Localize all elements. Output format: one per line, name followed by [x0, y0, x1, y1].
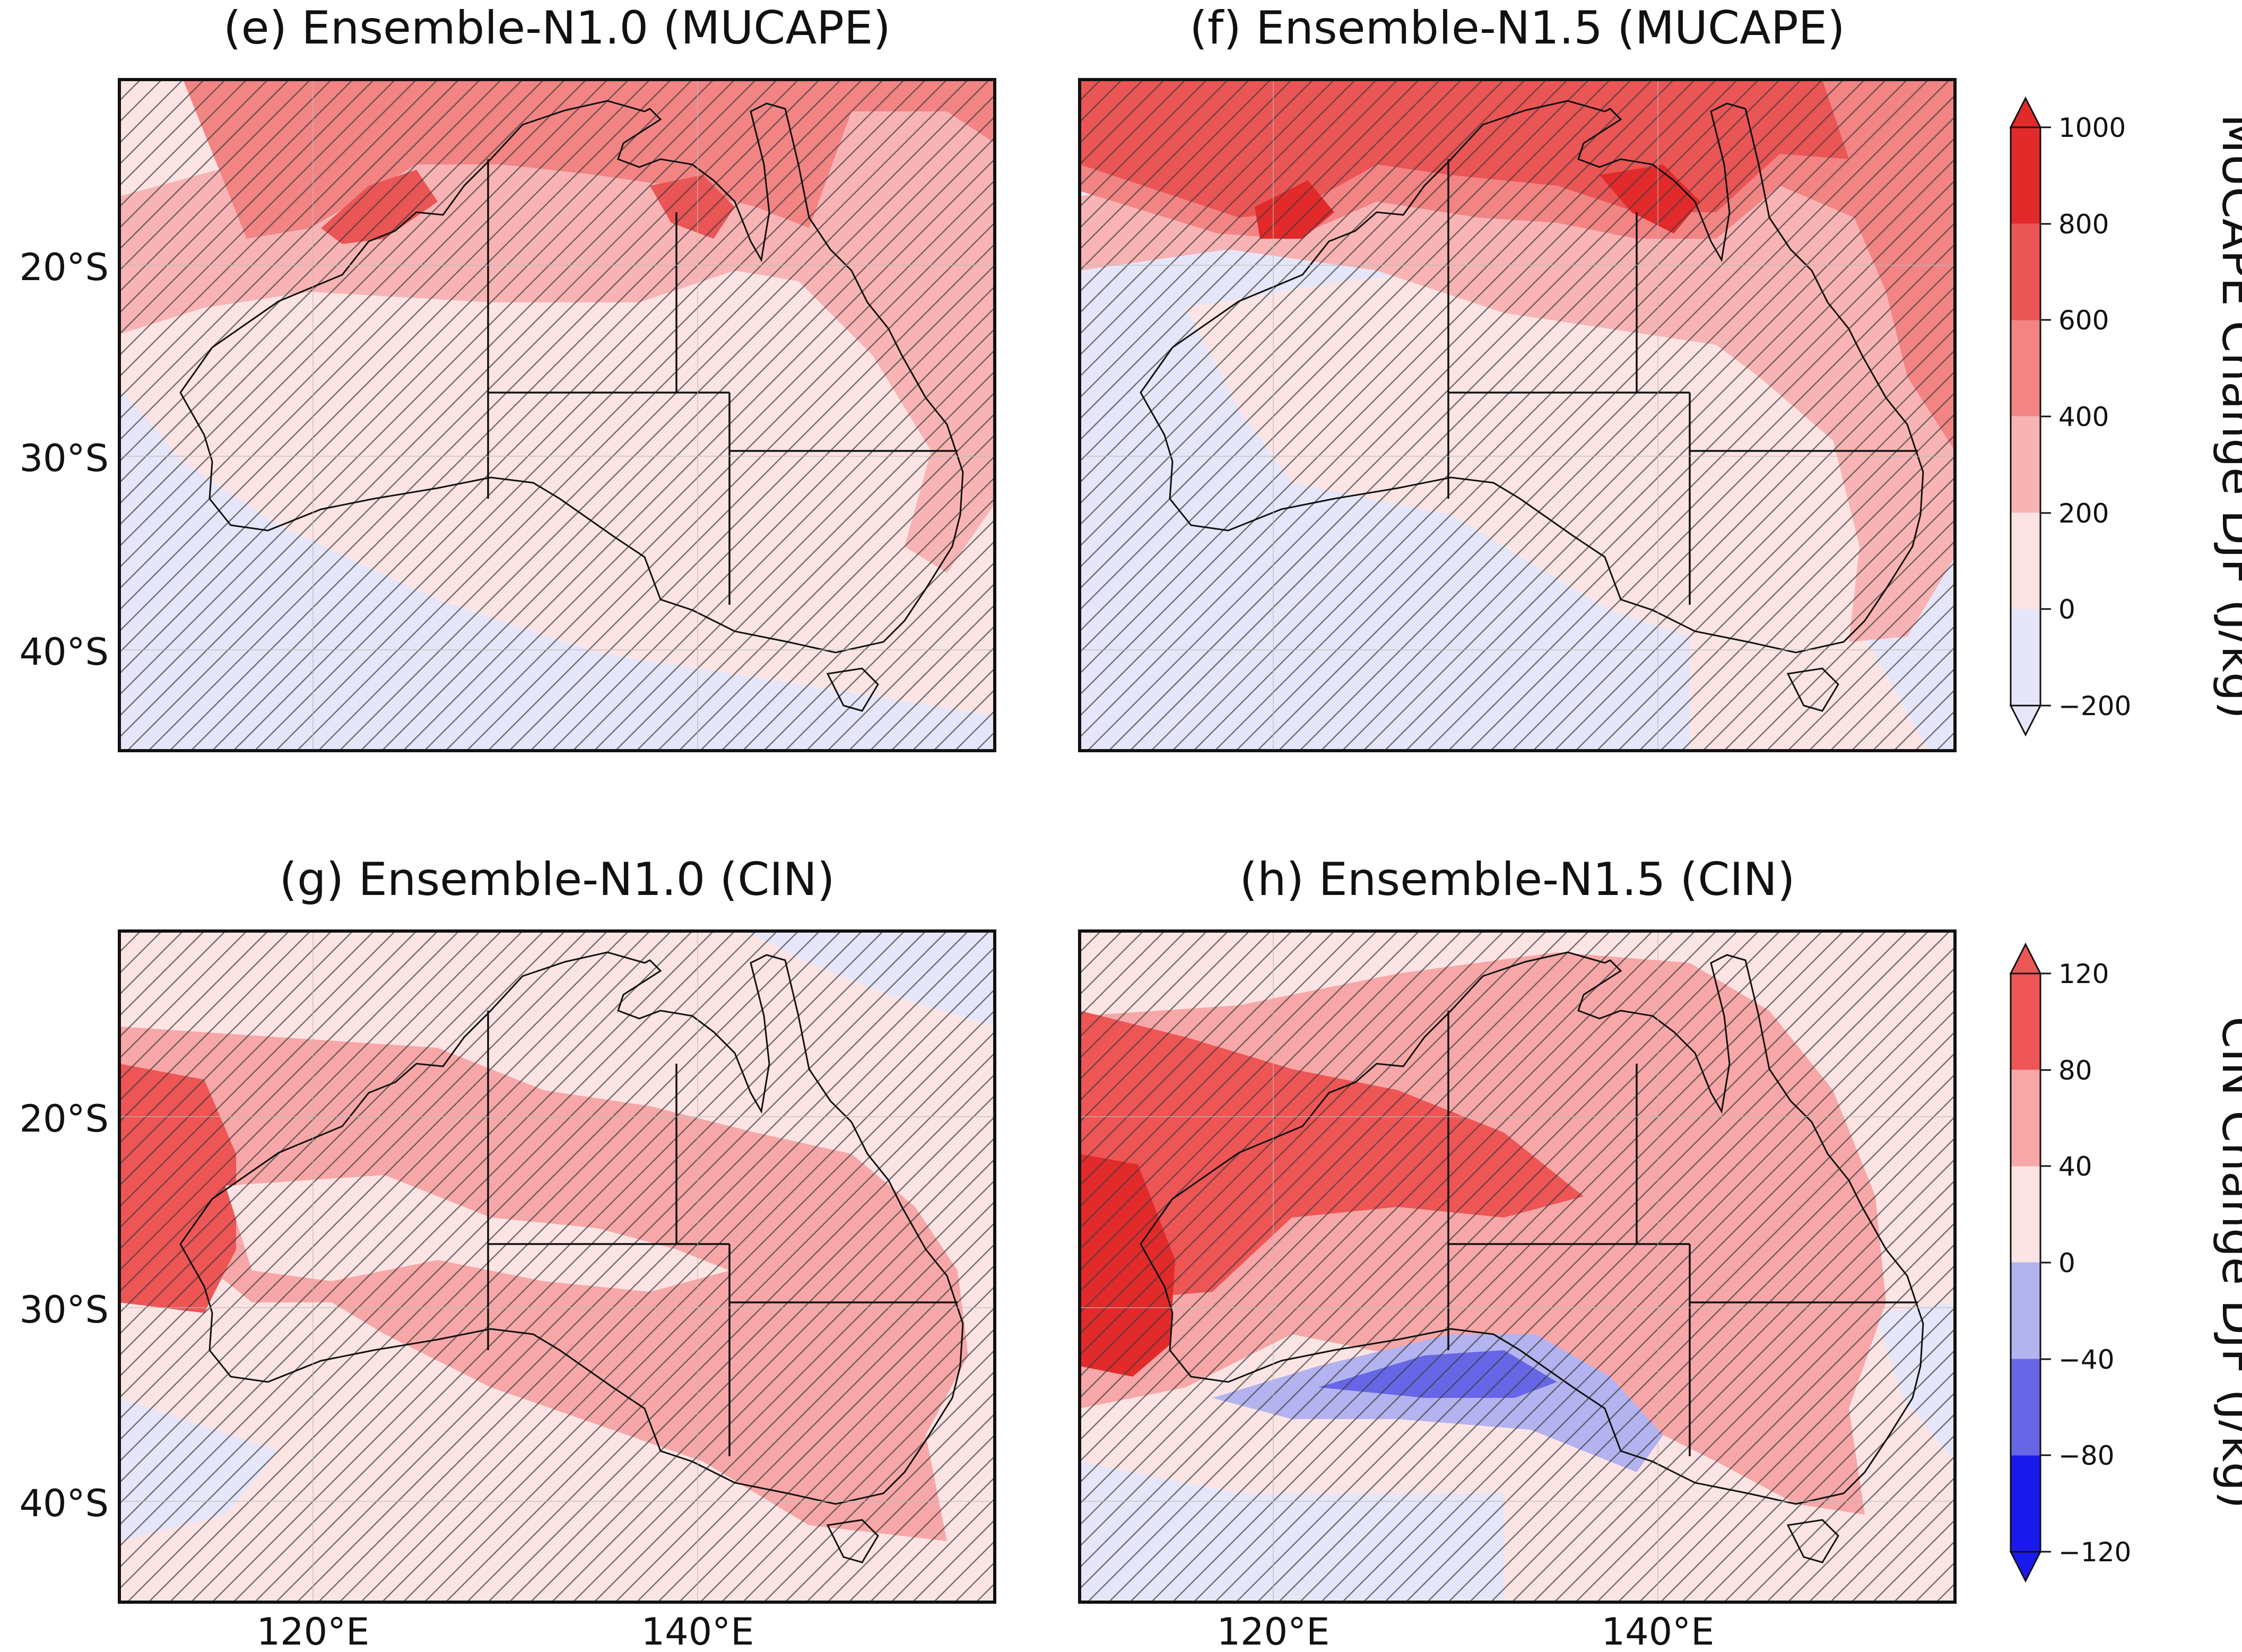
colorbar-tick-label: −200 — [2058, 691, 2131, 721]
colorbar-tick-label: 80 — [2058, 1055, 2092, 1086]
colorbar-label: CIN Change DJF (J/kg) — [2212, 1016, 2242, 1509]
colorbar-extend-top — [2009, 96, 2042, 128]
colorbar-tick-label: 0 — [2058, 1248, 2075, 1279]
colorbar-mucape: 1000 800 600 400 200 0 −200 MUCAPE Chang… — [2009, 96, 2242, 737]
panel-f: (f) Ensemble-N1.5 (MUCAPE) — [1078, 2, 1957, 752]
panel-h: (h) Ensemble-N1.5 (CIN) 120°E 140°E — [1078, 853, 1957, 1652]
panel-title: (g) Ensemble-N1.0 (CIN) — [279, 853, 835, 906]
y-tick-label: 20°S — [19, 246, 109, 289]
colorbar-ticks — [2040, 972, 2051, 1553]
y-tick-label: 20°S — [19, 1097, 109, 1141]
colorbar-tick-label: −120 — [2058, 1537, 2131, 1568]
panel-e: (e) Ensemble-N1.0 (MUCAPE) 20°S 30°S 40°… — [19, 2, 996, 752]
x-tick-label: 140°E — [1602, 1610, 1715, 1650]
hatch-overlay — [119, 80, 995, 751]
hatch-overlay — [119, 931, 995, 1602]
map-frame — [1078, 929, 1957, 1604]
panel-title: (e) Ensemble-N1.0 (MUCAPE) — [223, 2, 891, 55]
map-frame — [118, 929, 996, 1604]
colorbar-extend-bottom — [2009, 1551, 2042, 1583]
colorbar-tick-label: 0 — [2058, 594, 2075, 625]
colorbar-label: MUCAPE Change DJF (J/kg) — [2212, 114, 2242, 719]
colorbar-extend-bottom — [2009, 705, 2042, 737]
colorbar-tick-label: −80 — [2058, 1440, 2115, 1471]
hatch-overlay — [1080, 80, 1955, 751]
colorbar-body — [2010, 972, 2041, 1553]
panel-title: (f) Ensemble-N1.5 (MUCAPE) — [1189, 2, 1845, 55]
colorbar-tick-label: 800 — [2058, 209, 2109, 240]
colorbar-tick-label: 200 — [2058, 498, 2109, 529]
colorbar-tick-label: 1000 — [2058, 112, 2126, 143]
y-tick-label: 40°S — [19, 630, 109, 674]
colorbar-tick-label: −40 — [2058, 1344, 2115, 1375]
map-frame — [118, 78, 996, 752]
panel-g: (g) Ensemble-N1.0 (CIN) 20°S 30°S 40°S 1… — [19, 853, 996, 1652]
colorbar-tick-label: 40 — [2058, 1151, 2092, 1182]
y-tick-label: 30°S — [19, 437, 109, 480]
x-tick-label: 140°E — [641, 1610, 754, 1650]
colorbar-tick-label: 400 — [2058, 402, 2109, 432]
hatch-overlay — [1080, 931, 1955, 1602]
y-tick-label: 40°S — [19, 1482, 109, 1525]
x-tick-label: 120°E — [257, 1610, 370, 1650]
x-tick-label: 120°E — [1217, 1610, 1330, 1650]
colorbar-body — [2010, 126, 2041, 707]
colorbar-tick-label: 600 — [2058, 305, 2109, 336]
colorbar-extend-top — [2009, 942, 2042, 975]
panel-title: (h) Ensemble-N1.5 (CIN) — [1240, 853, 1795, 906]
y-tick-label: 30°S — [19, 1288, 109, 1332]
colorbar-cin: 120 80 40 0 −40 −80 −120 CIN Change DJF … — [2009, 942, 2242, 1583]
colorbar-ticks — [2040, 126, 2051, 707]
map-frame — [1078, 78, 1957, 752]
colorbar-tick-label: 120 — [2058, 959, 2109, 989]
